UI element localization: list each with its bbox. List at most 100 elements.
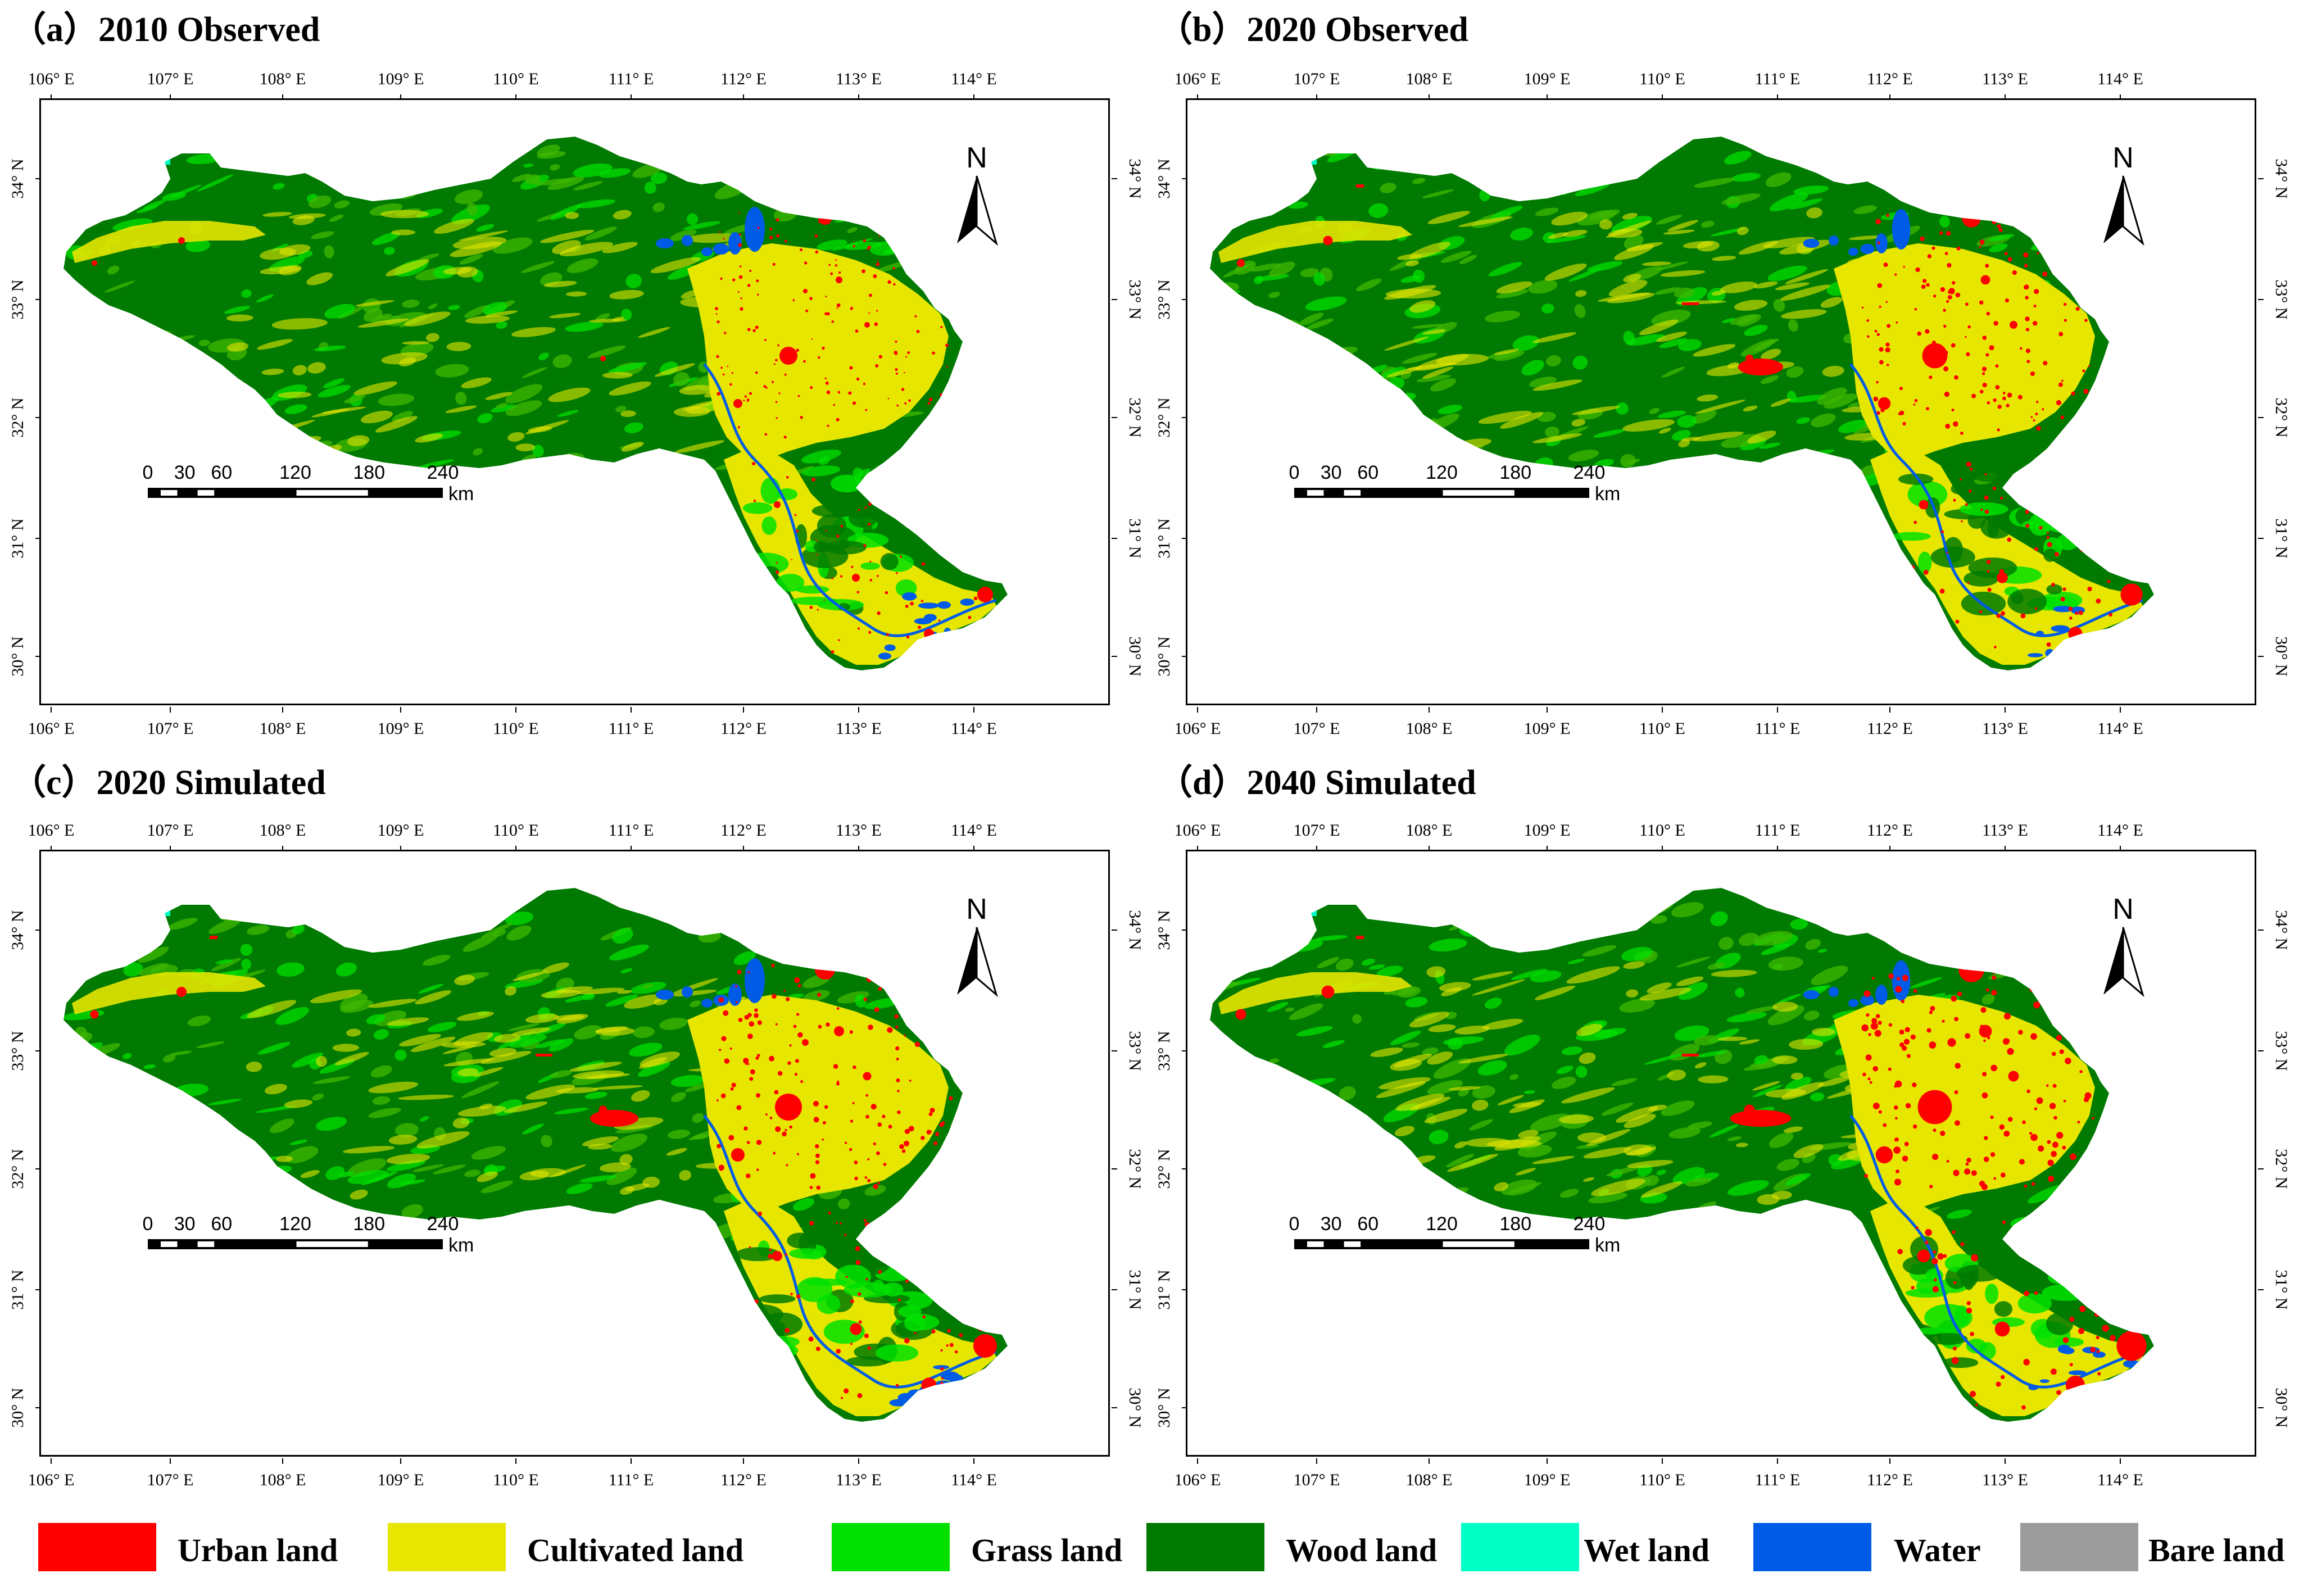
scale-tick-label: 120	[1426, 462, 1458, 483]
legend-swatch-grass	[832, 1523, 950, 1571]
lat-label-left: 33° N	[8, 279, 27, 319]
lon-label-bottom: 114° E	[2097, 1471, 2143, 1489]
north-arrow-label: N	[966, 142, 987, 174]
lat-label-left: 32° N	[8, 397, 27, 437]
lon-label-top: 111° E	[1755, 821, 1801, 840]
legend-swatch-wood	[1146, 1523, 1264, 1571]
scale-tick-label: 30	[174, 1213, 196, 1235]
graticule: 106° E 106° E 107° E 107° E 108° E 108° E 109°…	[8, 821, 1144, 1489]
lat-label-left: 33° N	[1155, 279, 1173, 319]
lat-label-right: 32° N	[1126, 397, 1144, 437]
lon-label-top: 113° E	[836, 821, 882, 840]
legend-swatch-wet	[1461, 1523, 1579, 1571]
lat-label-right: 31° N	[2272, 1269, 2291, 1309]
lon-label-top: 106° E	[28, 821, 75, 840]
legend-swatch-bare	[2020, 1523, 2138, 1571]
lon-label-top: 112° E	[720, 821, 767, 840]
lon-label-top: 114° E	[2097, 70, 2143, 88]
scale-tick-label: 60	[1357, 462, 1379, 483]
legend-label-wet: Wet land	[1584, 1532, 1709, 1568]
lon-label-top: 110° E	[1639, 821, 1685, 840]
lon-label-top: 110° E	[1639, 70, 1685, 88]
map-canvas-c: 106° E 106° E 107° E 107° E 108° E 108° E 109°…	[8, 821, 1144, 1489]
lon-label-bottom: 111° E	[1755, 719, 1801, 738]
legend-swatch-water	[1753, 1523, 1871, 1571]
lon-label-top: 108° E	[1406, 821, 1453, 840]
lat-label-left: 34° N	[8, 910, 27, 950]
graticule: 106° E 106° E 107° E 107° E 108° E 108° E 109°…	[8, 70, 1144, 738]
scale-tick-label: 180	[353, 1213, 385, 1235]
lon-label-top: 110° E	[493, 70, 539, 88]
scale-tick-label: 120	[279, 462, 311, 483]
lon-label-bottom: 110° E	[1639, 719, 1685, 738]
lon-label-bottom: 107° E	[147, 1471, 194, 1489]
lat-label-left: 30° N	[8, 636, 27, 676]
lon-label-top: 108° E	[260, 70, 306, 88]
scale-tick-label: 30	[174, 462, 196, 483]
lon-label-top: 108° E	[260, 821, 306, 840]
lon-label-bottom: 114° E	[2097, 719, 2143, 738]
lon-label-bottom: 108° E	[260, 719, 306, 738]
lat-label-right: 30° N	[1126, 1388, 1144, 1427]
lon-label-top: 107° E	[1294, 821, 1340, 840]
graticule: 106° E 106° E 107° E 107° E 108° E 108° E 109°…	[1155, 70, 2291, 738]
lat-label-left: 31° N	[8, 1269, 27, 1309]
north-arrow-label: N	[966, 893, 987, 926]
lon-label-bottom: 113° E	[836, 719, 882, 738]
lon-label-bottom: 106° E	[1175, 719, 1221, 738]
lon-label-bottom: 111° E	[609, 719, 654, 738]
land-use-map	[64, 137, 1008, 670]
panel-title-b: （b）2020 Observed	[1158, 11, 1468, 49]
land-use-map	[1210, 137, 2154, 670]
lat-label-left: 34° N	[8, 158, 27, 198]
lon-label-bottom: 110° E	[493, 1471, 539, 1489]
lat-label-left: 33° N	[8, 1031, 27, 1071]
legend-label-cultivated: Cultivated land	[527, 1532, 744, 1568]
scale-tick-label: 180	[1499, 462, 1531, 483]
lat-label-left: 34° N	[1155, 910, 1173, 950]
panel-title-a: （a）2010 Observed	[11, 11, 320, 49]
lon-label-bottom: 109° E	[1524, 719, 1571, 738]
scale-unit: km	[1595, 1235, 1620, 1256]
legend-label-bare: Bare land	[2148, 1532, 2285, 1568]
lon-label-top: 107° E	[147, 70, 194, 88]
lon-label-bottom: 112° E	[720, 1471, 767, 1489]
lon-label-bottom: 108° E	[260, 1471, 306, 1489]
lat-label-right: 33° N	[2272, 279, 2291, 319]
lon-label-bottom: 113° E	[1982, 719, 2028, 738]
scale-tick-label: 0	[1289, 1213, 1300, 1235]
legend-label-urban: Urban land	[178, 1532, 338, 1568]
north-arrow-label: N	[2112, 142, 2134, 174]
scale-tick-label: 0	[143, 1213, 153, 1235]
lat-label-left: 34° N	[1155, 158, 1173, 198]
map-canvas-a: 106° E 106° E 107° E 107° E 108° E 108° E 109°…	[8, 70, 1144, 738]
lon-label-bottom: 107° E	[1294, 719, 1340, 738]
lon-label-top: 114° E	[951, 821, 997, 840]
lon-label-top: 106° E	[28, 70, 75, 88]
lat-label-left: 31° N	[1155, 518, 1173, 558]
scale-tick-label: 180	[353, 462, 385, 483]
map-panel-b: 106° E 106° E 107° E 107° E 108° E 108° E 109°…	[1155, 70, 2291, 738]
lon-label-bottom: 109° E	[1524, 1471, 1571, 1489]
north-arrow: N	[957, 893, 998, 998]
lon-label-top: 111° E	[609, 70, 654, 88]
lat-label-right: 33° N	[2272, 1031, 2291, 1071]
scale-tick-label: 120	[279, 1213, 311, 1235]
lon-label-top: 107° E	[147, 821, 194, 840]
lon-label-bottom: 111° E	[609, 1471, 654, 1489]
scale-tick-label: 30	[1321, 1213, 1342, 1235]
lat-label-right: 32° N	[1126, 1149, 1144, 1189]
lon-label-top: 109° E	[378, 70, 424, 88]
lat-label-left: 33° N	[1155, 1031, 1173, 1071]
scale-tick-label: 60	[211, 1213, 232, 1235]
map-canvas-b: 106° E 106° E 107° E 107° E 108° E 108° E 109°…	[1155, 70, 2291, 738]
lon-label-top: 114° E	[951, 70, 997, 88]
legend: Urban land Cultivated land Grass land Wo…	[0, 1517, 2299, 1585]
scale-unit: km	[448, 1235, 474, 1256]
scale-tick-label: 180	[1499, 1213, 1531, 1235]
scale-tick-label: 0	[143, 462, 153, 483]
